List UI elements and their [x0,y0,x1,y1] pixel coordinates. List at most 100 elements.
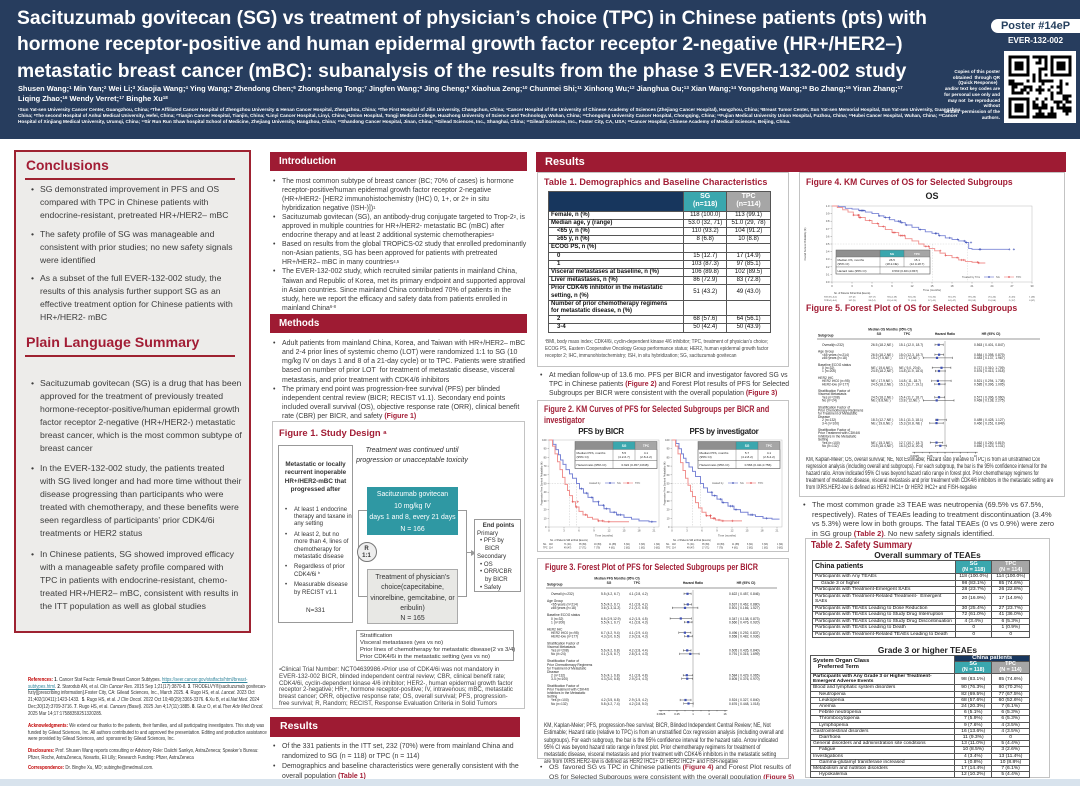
svg-text:35 (69): 35 (69) [702,544,710,546]
svg-text:16: 16 [723,712,727,716]
svg-text:0.469 ( 0.138, 2.275): 0.469 ( 0.138, 2.275) [974,399,1005,403]
svg-text:12.7 (10.7, 18.7): 12.7 (10.7, 18.7) [899,441,923,445]
svg-text:2 (n=132): 2 (n=132) [822,418,836,422]
svg-text:0.637 ( 0.462, 0.880): 0.637 ( 0.462, 0.880) [729,603,760,607]
svg-text:Progression-Free Survival Prob: Progression-Free Survival Probability (%… [541,461,544,505]
svg-text:0 (82): 0 (82) [777,548,783,550]
svg-text:0.577 ( 0.396, 0.960): 0.577 ( 0.396, 0.960) [974,395,1005,399]
svg-text:TPC: TPC [543,548,548,550]
svg-text:≥65 years (n=18): ≥65 years (n=18) [551,606,576,610]
svg-text:2.1 (1.0, 5.5): 2.1 (1.0, 5.5) [629,606,648,610]
svg-text:0.347 ( 0.138, 0.873): 0.347 ( 0.138, 0.873) [729,617,760,621]
svg-text:21: 21 [971,284,974,288]
svg-text:No. of Patients Still at Risk: No. of Patients Still at Risk (Events) [673,539,711,542]
svg-text:50: 50 [667,482,670,486]
svg-text:Visceral Metastasis: Visceral Metastasis [547,645,576,649]
svg-text:Hazard Ratio: Hazard Ratio [683,581,703,585]
svg-text:30: 30 [1031,284,1034,288]
svg-text:6: 6 [578,529,580,533]
svg-text:SG: SG [745,444,750,448]
svg-text:SG: SG [617,481,621,485]
svg-text:No (n=132): No (n=132) [551,702,568,706]
svg-text:NE ( 15.3,NE ): NE ( 15.3,NE ) [871,441,892,445]
svg-text:2 (-57): 2 (-57) [1009,300,1016,302]
svg-text:Median OS, months: Median OS, months [838,258,865,262]
svg-text:0 (n=32): 0 (n=32) [822,366,834,370]
svg-text:Yes (n=208): Yes (n=208) [551,649,569,653]
svg-text:60: 60 [544,473,547,477]
svg-text:0.584 ( 0.398, 0.879): 0.584 ( 0.398, 0.879) [974,353,1005,357]
svg-text:84 (-25): 84 (-25) [908,297,916,299]
svg-text:1 (45): 1 (45) [1029,297,1035,299]
svg-text:24: 24 [991,284,994,288]
svg-text:80: 80 [667,455,670,459]
svg-text:5.5 (4.2, 6.7): 5.5 (4.2, 6.7) [601,603,620,607]
svg-text:100: 100 [665,438,670,442]
svg-text:114 (-0-0): 114 (-0-0) [827,300,837,302]
svg-text:49 (47): 49 (47) [687,548,695,550]
svg-text:TPC: TPC [766,444,773,448]
svg-text:6: 6 [871,284,873,288]
svg-text:Stratification Factor of: Stratification Factor of [818,405,850,409]
svg-text:Baseline ECOG status: Baseline ECOG status [547,613,580,617]
svg-text:15.1: 15.1 [914,258,920,262]
svg-text:Stratification Factor of: Stratification Factor of [547,684,579,688]
svg-text:0.483 ( 0.137, 1.967): 0.483 ( 0.137, 1.967) [974,356,1005,360]
svg-text:4 (-45): 4 (-45) [1009,297,1016,299]
svg-text:Age Group: Age Group [818,350,834,354]
svg-text:25 (-44): 25 (-44) [988,297,996,299]
svg-text:Disease: Disease [818,415,830,419]
svg-text:20: 20 [667,508,670,512]
svg-text:Inhibitors in the Metastatic: Inhibitors in the Metastatic [818,434,857,438]
svg-text:0.521 ( 0.294, 1.738): 0.521 ( 0.294, 1.738) [974,379,1005,383]
svg-text:12: 12 [911,284,914,288]
svg-text:TPC: TPC [904,332,911,336]
svg-text:71 (-0-4): 71 (-0-4) [908,300,917,302]
svg-text:TPC: TPC [643,444,650,448]
svg-text:0.563 (0.401,0.847): 0.563 (0.401,0.847) [892,269,918,273]
svg-text:Median PFS, months: Median PFS, months [577,451,606,455]
svg-text:(95% CI): (95% CI) [838,262,850,266]
svg-text:4.2 (2.8, 5.0): 4.2 (2.8, 5.0) [629,702,648,706]
svg-text:50: 50 [544,482,547,486]
svg-text:7 (79): 7 (79) [594,548,600,550]
svg-text:Overall (n=232): Overall (n=232) [551,592,574,596]
svg-text:15: 15 [623,529,626,533]
svg-text:SG: SG [607,581,612,585]
svg-text:15.0 (12.3, 18.7): 15.0 (12.3, 18.7) [899,353,923,357]
svg-text:Median OS Months (95% CI): Median OS Months (95% CI) [868,328,912,332]
svg-text:0.605 ( 0.435, 0.840): 0.605 ( 0.435, 0.840) [729,649,760,653]
svg-text:4 (81): 4 (81) [609,548,615,550]
svg-text:26.5: 26.5 [889,258,895,262]
svg-text:17 (71): 17 (71) [579,548,587,550]
svg-text:39 (-43): 39 (-43) [968,297,976,299]
svg-text:5.6 (4.1, 6.8): 5.6 (4.1, 6.8) [601,673,620,677]
svg-text:15.1 (12.0, 18.7): 15.1 (12.0, 18.7) [899,343,923,347]
svg-text:18.3 (12.7,NE ): 18.3 (12.7,NE ) [871,418,893,422]
svg-text:4: 4 [959,454,961,458]
svg-text:13.7 ( 12,NE ): 13.7 ( 12,NE ) [899,356,920,360]
svg-text:SG: SG [824,297,827,299]
svg-text:Stratification Factor of: Stratification Factor of [818,428,850,432]
svg-text:5.5 (4.2, 6.7): 5.5 (4.2, 6.7) [601,592,620,596]
svg-text:Visceral Metastasis: Visceral Metastasis [818,392,847,396]
svg-text:9: 9 [593,529,595,533]
svg-text:0.0625: 0.0625 [910,454,919,458]
svg-text:for Treatment of Metastatic: for Treatment of Metastatic [818,412,858,416]
svg-text:18: 18 [638,529,641,533]
svg-text:1 (82): 1 (82) [762,548,768,550]
svg-text:90: 90 [667,447,670,451]
svg-text:0: 0 [548,529,550,533]
svg-text:15.1 (11.7, 19.1): 15.1 (11.7, 19.1) [899,382,923,386]
svg-text:10: 10 [667,516,670,520]
svg-text:Overall Survival Probability (: Overall Survival Probability (%) [804,227,807,260]
svg-text:0.524 ( 0.327, 0.840): 0.524 ( 0.327, 0.840) [729,698,760,702]
svg-text:70: 70 [667,464,670,468]
svg-text:15 (-56): 15 (-56) [988,300,996,302]
svg-text:1: 1 [944,454,946,458]
svg-text:HER2 IHC: HER2 IHC [547,627,563,631]
svg-text:12: 12 [608,529,611,533]
svg-text:TPC: TPC [824,300,829,302]
svg-text:1 (94): 1 (94) [777,544,783,546]
svg-text:9: 9 [716,529,718,533]
